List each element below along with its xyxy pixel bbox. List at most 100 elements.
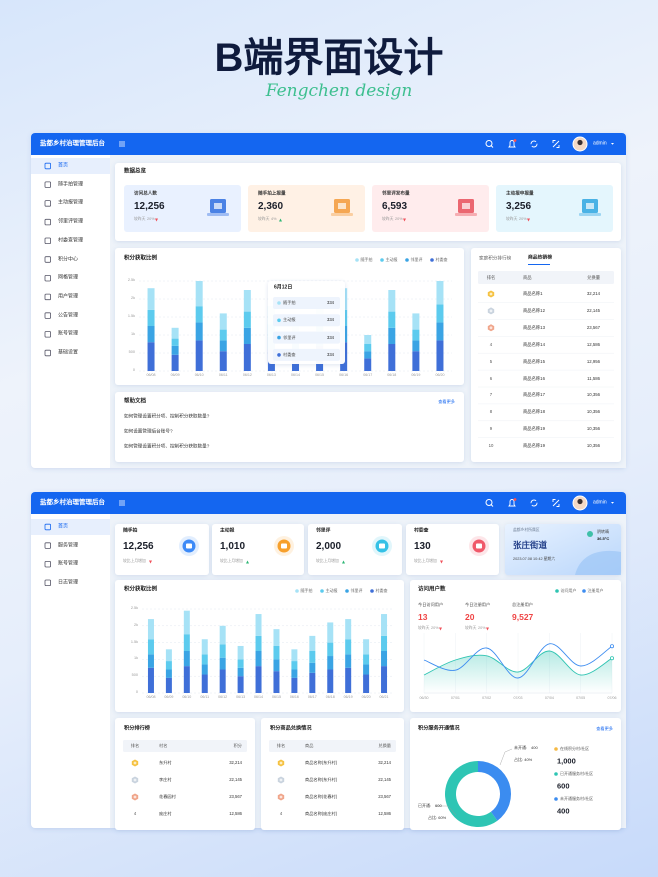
x-tick-label: 06/19 [343,695,353,700]
stat-change: 4% [271,217,277,222]
bar-segment [165,677,172,693]
x-tick-label: 06/09 [164,695,174,700]
callout-line [499,748,513,766]
panel [212,524,304,575]
bar-segment [219,657,226,670]
bar-segment [147,288,155,310]
y-tick-label: 1k [130,332,135,337]
x-tick-label: 07/01 [450,696,460,701]
bar-segment [412,329,420,341]
tooltip-label: 村委查 [283,351,296,357]
column-header: 商品 [305,742,314,748]
bar-segment [183,634,190,651]
line-end-marker [610,644,615,649]
x-tick-label: 06/12 [242,373,252,378]
x-tick-label: 06/10 [182,695,192,700]
stat-note: 较比上月增加 [414,559,437,564]
rank-number: 5 [489,358,493,364]
y-tick-label: 0 [135,690,138,695]
user-name: admin [593,140,607,147]
bar-segment [273,671,280,693]
tooltip-value: 334 [327,351,334,357]
bar-segment [309,651,316,663]
legend-label: 村委查 [375,588,388,593]
item-name: 商品名称13 [523,324,545,330]
bar-segment [171,327,179,339]
bar-segment [237,667,244,677]
menu-item: 邻里评管理 [58,218,84,225]
bar-segment [388,290,396,312]
y-tick-label: 2.5k [130,606,138,611]
bar-segment [291,677,298,693]
medal-icon [279,761,283,765]
table-header [478,271,614,284]
medal-icon [489,309,493,313]
bar-segment [309,635,316,651]
section-title: 积分服务开通情况 [418,725,460,732]
bar-segment [147,309,155,326]
legend-label: 注册用户 [587,588,604,593]
bar-segment [327,656,334,670]
fullscreen-icon [552,140,560,148]
stat-value: 12,256 [123,541,154,552]
callout-label: 已开通: [418,803,432,808]
legend-label: 村委查 [435,257,448,262]
bar-segment [381,635,388,651]
card-illustration [579,213,601,216]
bar-segment [219,313,227,330]
user-caret [611,143,614,145]
legend-label: 邻里评 [350,588,363,593]
menu-icon [44,256,51,263]
stat-card [124,185,241,232]
legend-label: 主动报 [385,257,398,262]
x-tick-label: 06/08 [146,373,156,378]
card-illustration [462,203,470,209]
item-name: 商品名称17 [523,392,545,398]
rank-number: 4 [133,810,137,816]
bar-segment [291,669,298,678]
item-value: 23,567 [378,793,391,799]
stat-note: 较比上月增加 [123,559,146,564]
menu-item: 服务管理 [58,542,79,549]
chart-title: 积分获取比例 [124,255,158,262]
item-value: 11,586 [587,375,600,381]
bar-segment [255,635,262,651]
panel [406,524,499,575]
bar-segment [291,649,298,662]
bar-segment [255,666,262,693]
x-tick-label: 07/03 [513,696,523,701]
card-icon [281,543,287,549]
page-subtitle: Fengchen design [265,81,413,101]
legend-swatch [405,258,409,262]
trend-arrow [149,560,152,564]
section-title: 积分排行榜 [124,725,150,732]
stat-label: 村委查 [414,528,429,534]
stat-change: 20% [431,626,439,631]
bar-segment [219,669,226,693]
x-tick-label: 06/11 [200,695,210,700]
y-tick-label: 500 [128,350,135,355]
bell-icon [508,140,516,148]
column-header: 兑换量 [587,274,600,280]
bar-segment [165,661,172,670]
bar-segment [237,659,244,668]
tooltip-swatch [277,318,281,323]
help-item: 如何设置管理后台账号? [124,428,173,434]
bar-segment [165,649,172,662]
page-title: B端界面设计 [214,36,444,80]
x-tick-label: 06/12 [218,695,228,700]
menu-item: 日志管理 [58,579,79,586]
item-name: 商品名称19 [523,442,545,448]
bar-segment [147,667,154,693]
bar-segment [273,645,280,660]
bar-segment [327,622,334,643]
menu-active [31,158,110,174]
bar-segment [273,629,280,646]
medal-icon [279,795,283,799]
card-illustration [214,203,222,209]
refresh-icon [530,140,538,148]
x-tick-label: 06/18 [325,695,335,700]
section-title: 帮助文档 [124,398,147,405]
panel [115,392,464,462]
